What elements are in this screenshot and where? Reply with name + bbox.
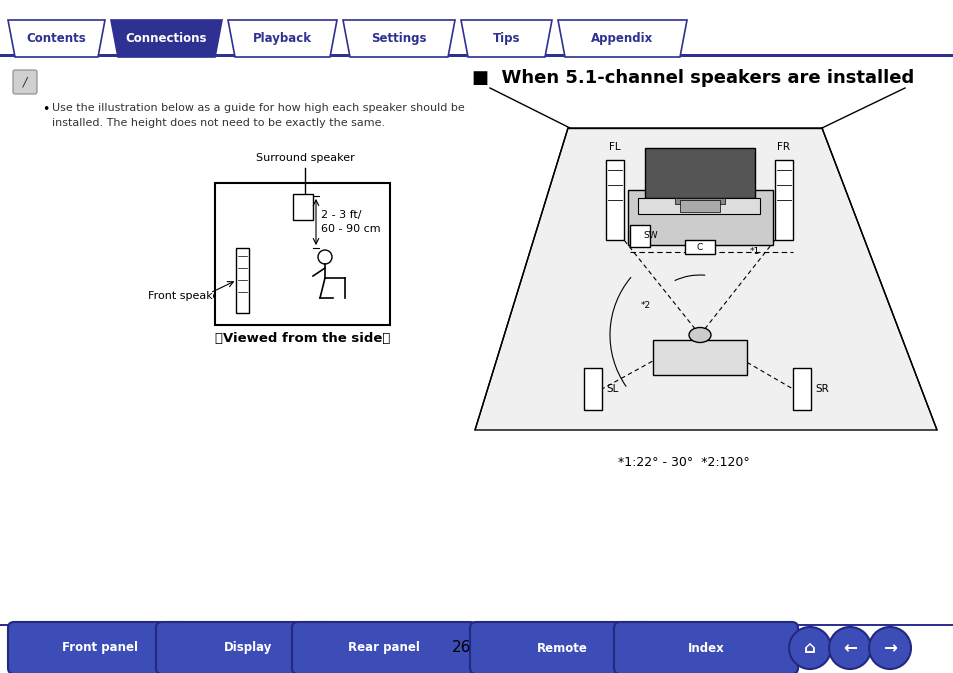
- Text: /: /: [23, 75, 27, 89]
- Text: ⌂: ⌂: [803, 639, 815, 657]
- Text: →: →: [882, 639, 896, 657]
- Text: Front speaker: Front speaker: [148, 291, 224, 301]
- Text: Tips: Tips: [493, 32, 519, 45]
- Text: SR: SR: [814, 384, 828, 394]
- Text: Surround speaker: Surround speaker: [255, 153, 354, 163]
- Bar: [0, 623, 953, 626]
- Polygon shape: [111, 20, 222, 57]
- Bar: [675, 198, 724, 204]
- Text: Use the illustration below as a guide for how high each speaker should be: Use the illustration below as a guide fo…: [52, 103, 464, 113]
- Polygon shape: [8, 20, 105, 57]
- Polygon shape: [475, 128, 936, 430]
- Bar: [679, 200, 720, 212]
- Bar: [583, 368, 601, 410]
- Bar: [0, 54, 953, 57]
- Bar: [638, 198, 760, 214]
- Bar: [774, 160, 792, 240]
- Polygon shape: [558, 20, 686, 57]
- Text: Rear panel: Rear panel: [348, 641, 419, 655]
- Polygon shape: [460, 20, 552, 57]
- FancyBboxPatch shape: [156, 622, 339, 673]
- Text: FL: FL: [609, 142, 620, 152]
- Circle shape: [868, 627, 910, 669]
- Text: ←: ←: [842, 639, 856, 657]
- Text: Display: Display: [224, 641, 272, 655]
- FancyBboxPatch shape: [13, 70, 37, 94]
- Bar: [605, 160, 623, 240]
- Bar: [293, 194, 313, 220]
- Polygon shape: [343, 20, 455, 57]
- Circle shape: [828, 627, 870, 669]
- Bar: [684, 240, 714, 254]
- Text: *1: *1: [749, 248, 760, 256]
- Bar: [627, 190, 772, 245]
- Text: ■  When 5.1-channel speakers are installed: ■ When 5.1-channel speakers are installe…: [472, 69, 913, 87]
- Text: Contents: Contents: [27, 32, 87, 45]
- Text: Playback: Playback: [253, 32, 312, 45]
- Text: •: •: [42, 103, 50, 116]
- Text: C: C: [696, 242, 702, 252]
- Text: 26: 26: [452, 641, 471, 656]
- Text: Remote: Remote: [536, 641, 587, 655]
- Text: *1:22° - 30°  *2:120°: *1:22° - 30° *2:120°: [618, 456, 749, 468]
- Text: 【Viewed from the side】: 【Viewed from the side】: [214, 332, 390, 345]
- FancyBboxPatch shape: [470, 622, 654, 673]
- Text: 2 - 3 ft/
60 - 90 cm: 2 - 3 ft/ 60 - 90 cm: [320, 210, 380, 234]
- Bar: [792, 368, 810, 410]
- Text: Settings: Settings: [371, 32, 426, 45]
- Text: SL: SL: [605, 384, 618, 394]
- Bar: [235, 248, 249, 313]
- Text: Front panel: Front panel: [62, 641, 138, 655]
- Circle shape: [317, 250, 332, 264]
- FancyBboxPatch shape: [8, 622, 192, 673]
- Text: FR: FR: [777, 142, 790, 152]
- Bar: [652, 340, 746, 375]
- Bar: [629, 225, 649, 247]
- Text: installed. The height does not need to be exactly the same.: installed. The height does not need to b…: [52, 118, 385, 128]
- Text: Appendix: Appendix: [591, 32, 653, 45]
- FancyBboxPatch shape: [614, 622, 797, 673]
- Bar: [214, 183, 390, 325]
- Circle shape: [788, 627, 830, 669]
- FancyBboxPatch shape: [292, 622, 476, 673]
- Text: Index: Index: [687, 641, 723, 655]
- Ellipse shape: [688, 328, 710, 343]
- Bar: [644, 148, 754, 198]
- Polygon shape: [228, 20, 336, 57]
- Text: Connections: Connections: [126, 32, 207, 45]
- Text: *2: *2: [640, 301, 650, 310]
- Text: SW: SW: [642, 232, 657, 240]
